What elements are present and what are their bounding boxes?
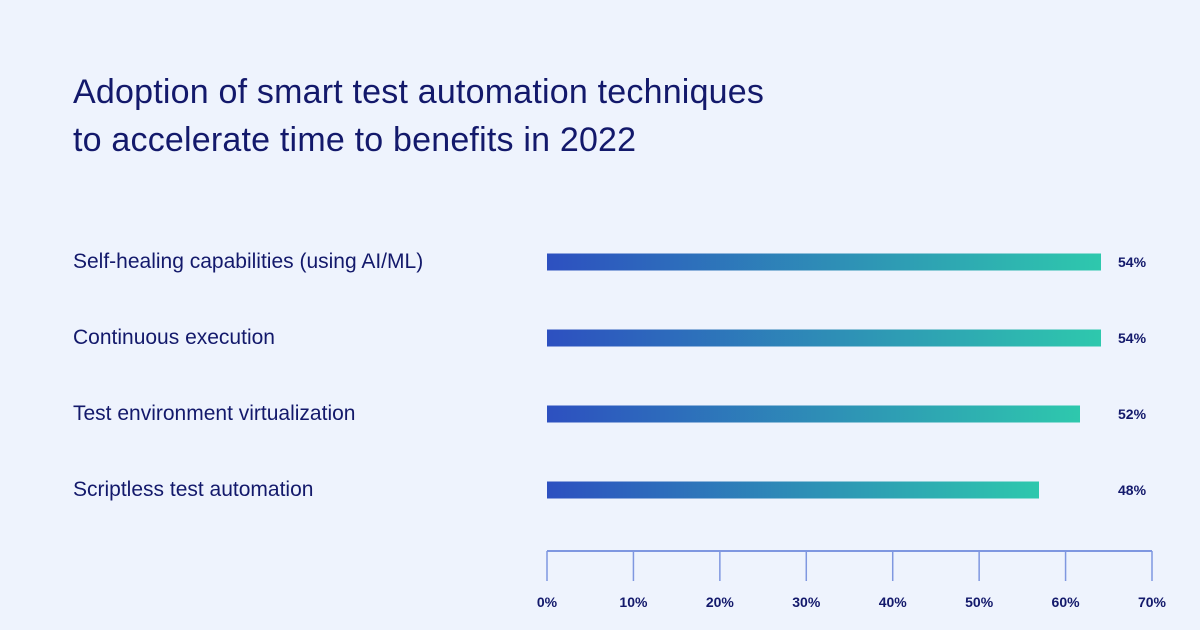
bar	[547, 253, 1101, 271]
x-tick-label: 0%	[537, 594, 558, 610]
x-tick-label: 10%	[619, 594, 648, 610]
x-tick-label: 20%	[706, 594, 735, 610]
bar	[547, 481, 1040, 499]
x-tick-label: 50%	[965, 594, 994, 610]
chart-title-line-1: Adoption of smart test automation techni…	[73, 73, 765, 111]
category-label: Self-healing capabilities (using AI/ML)	[73, 250, 424, 273]
bar	[547, 329, 1101, 347]
bar	[547, 405, 1081, 423]
category-label: Test environment virtualization	[73, 402, 356, 425]
value-label: 48%	[1118, 482, 1147, 498]
x-tick-label: 40%	[879, 594, 908, 610]
x-tick-label: 30%	[792, 594, 821, 610]
chart-title: Adoption of smart test automation techni…	[73, 68, 764, 164]
x-tick-label: 60%	[1052, 594, 1081, 610]
category-label: Continuous execution	[73, 326, 275, 349]
chart-title-line-2: to accelerate time to benefits in 2022	[73, 121, 637, 159]
x-tick-label: 70%	[1138, 594, 1167, 610]
category-label: Scriptless test automation	[73, 478, 314, 501]
value-label: 52%	[1118, 406, 1147, 422]
value-label: 54%	[1118, 330, 1147, 346]
value-label: 54%	[1118, 254, 1147, 270]
